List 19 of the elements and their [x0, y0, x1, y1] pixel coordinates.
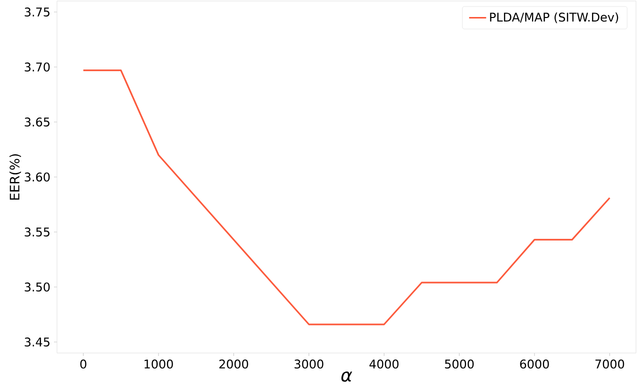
- y-tick-label: 3.75: [24, 7, 50, 17]
- x-axis-title: α: [341, 371, 352, 382]
- x-tick-label: 4000: [369, 360, 399, 369]
- y-tick-label: 3.50: [24, 282, 50, 292]
- x-tick-label: 5000: [445, 360, 474, 369]
- y-tick-label: 3.70: [24, 62, 50, 72]
- x-tick-label: 1000: [144, 360, 173, 369]
- y-tick-label: 3.60: [24, 172, 50, 182]
- y-tick-label: 3.45: [24, 337, 50, 347]
- x-tick-label: 2000: [219, 360, 248, 369]
- legend-label: PLDA/MAP (SITW.Dev): [490, 12, 618, 24]
- line-series: [82, 70, 610, 326]
- x-tick-label: 6000: [520, 360, 549, 369]
- x-tick-label: 3000: [294, 360, 324, 369]
- y-axis-title: EER(%): [9, 154, 22, 200]
- y-tick-label: 3.55: [24, 227, 50, 237]
- y-tick-label: 3.65: [24, 117, 50, 127]
- x-tick-label: 7000: [595, 360, 624, 369]
- x-tick-label: 0: [80, 360, 86, 369]
